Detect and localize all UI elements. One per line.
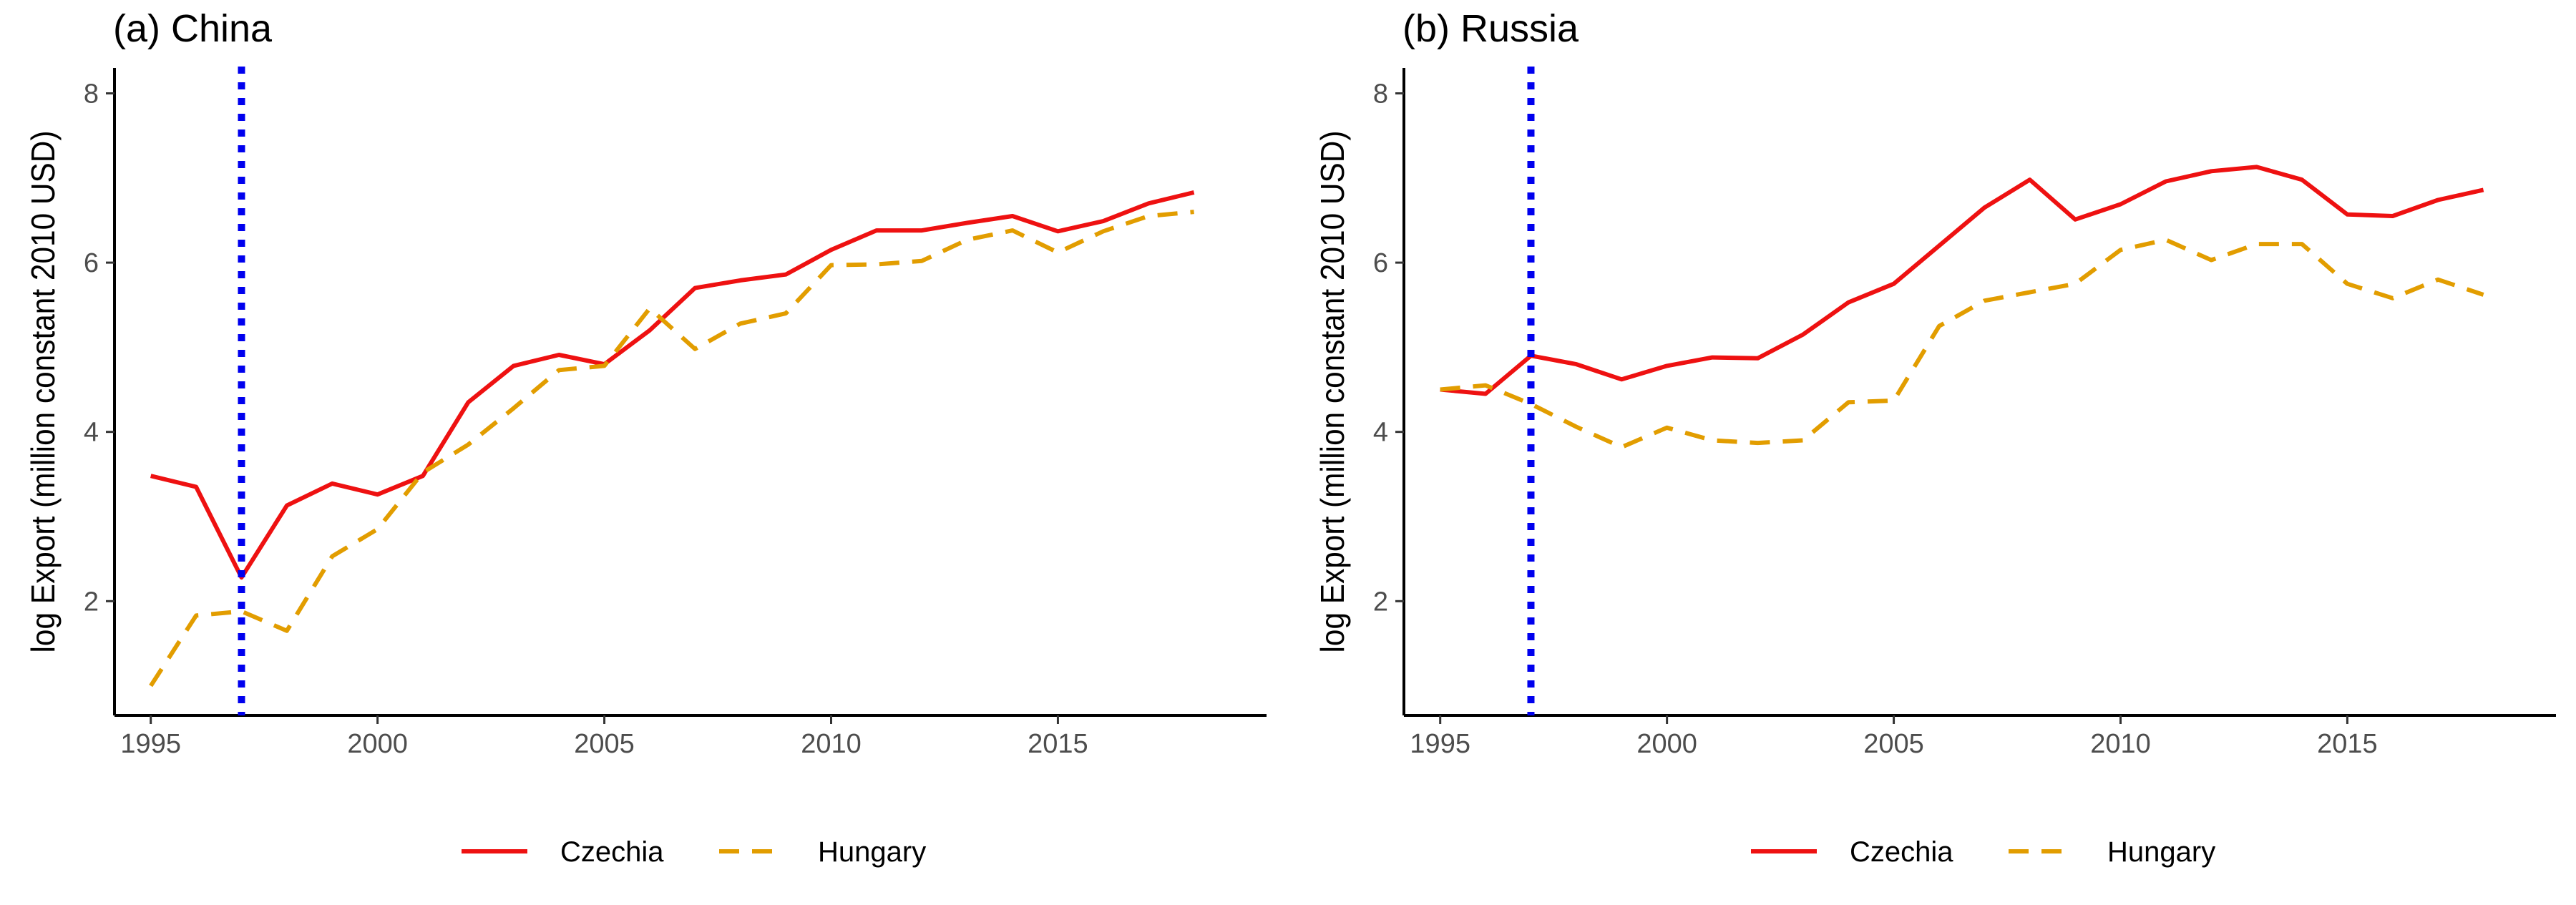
y-tick-label: 2 [84, 587, 99, 617]
y-tick-label: 6 [1373, 248, 1388, 278]
x-tick-label: 2015 [1028, 729, 1088, 759]
x-tick-label: 1995 [1410, 729, 1470, 759]
x-tick-label: 2000 [347, 729, 408, 759]
legend: Czechia Hungary [1751, 836, 2215, 868]
panel-a: (a) China log Export (million constant 20… [24, 7, 1267, 868]
y-tick-label: 2 [1373, 587, 1388, 617]
series-line-czechia [150, 190, 1195, 580]
panel-title: (b) Russia [1402, 7, 1579, 50]
x-tick-label: 2005 [1863, 729, 1924, 759]
x-tick-label: 2015 [2317, 729, 2378, 759]
y-tick-label: 4 [84, 418, 99, 448]
series-line-czechia [1440, 165, 2484, 396]
y-tick-label: 8 [84, 79, 99, 109]
legend-label-czechia: Czechia [1850, 836, 1953, 868]
legend-label-hungary: Hungary [818, 836, 926, 868]
series-line-hungary [149, 210, 1194, 688]
legend: Czechia Hungary [462, 836, 926, 868]
series-line-hungary [1440, 238, 2484, 449]
panel-b: (b) Russia log Export (million constant 2… [1314, 7, 2556, 868]
legend-label-czechia: Czechia [560, 836, 664, 868]
y-tick-label: 6 [84, 248, 99, 278]
x-tick-label: 2010 [2090, 729, 2151, 759]
y-axis-title: log Export (million constant 2010 USD) [24, 131, 62, 653]
y-tick-label: 4 [1373, 418, 1388, 448]
x-tick-label: 2005 [574, 729, 635, 759]
x-tick-label: 1995 [120, 729, 181, 759]
x-tick-label: 2010 [801, 729, 862, 759]
legend-label-hungary: Hungary [2107, 836, 2215, 868]
panel-title: (a) China [113, 7, 273, 50]
x-tick-label: 2000 [1636, 729, 1697, 759]
y-tick-label: 8 [1373, 79, 1388, 109]
y-axis-title: log Export (million constant 2010 USD) [1314, 131, 1351, 653]
